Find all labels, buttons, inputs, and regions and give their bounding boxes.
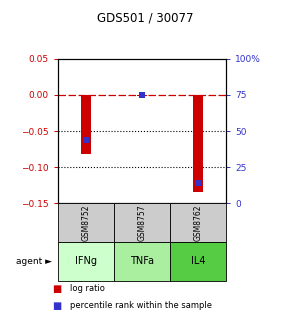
- Bar: [137, 95, 147, 96]
- Text: ■: ■: [52, 284, 61, 294]
- Text: TNFa: TNFa: [130, 256, 154, 266]
- Text: log ratio: log ratio: [70, 285, 104, 293]
- Text: GDS501 / 30077: GDS501 / 30077: [97, 12, 193, 25]
- Text: GSM8752: GSM8752: [81, 204, 90, 241]
- Bar: [193, 95, 203, 193]
- Text: IFNg: IFNg: [75, 256, 97, 266]
- Text: percentile rank within the sample: percentile rank within the sample: [70, 301, 212, 310]
- Text: GSM8762: GSM8762: [194, 204, 203, 241]
- Text: GSM8757: GSM8757: [137, 204, 147, 241]
- Text: ■: ■: [52, 301, 61, 311]
- Bar: [81, 95, 91, 154]
- Text: IL4: IL4: [191, 256, 205, 266]
- Text: agent ►: agent ►: [16, 257, 52, 266]
